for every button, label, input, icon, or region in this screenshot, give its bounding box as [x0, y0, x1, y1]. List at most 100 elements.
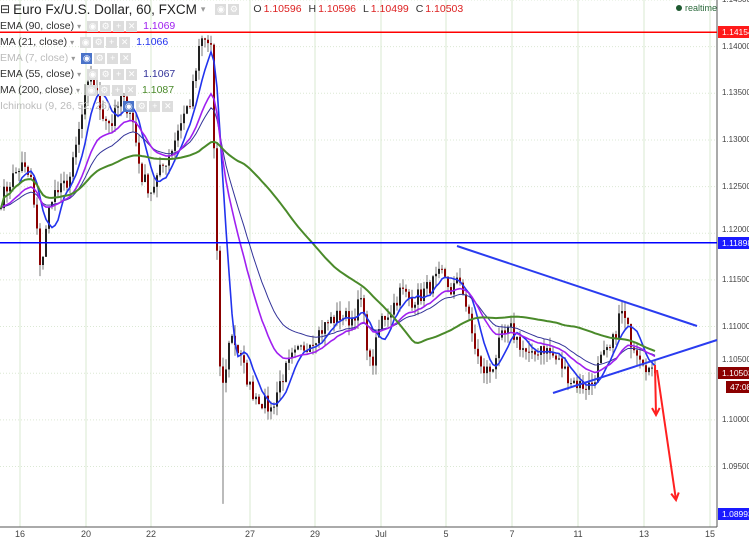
price-label-countdown: 47:08 — [726, 380, 749, 393]
candle-body — [498, 337, 500, 359]
indicator-name[interactable]: Ichimoku (9, 26, 52, 26) — [0, 100, 111, 112]
candle-body — [312, 344, 314, 346]
indicator-name[interactable]: EMA (55, close) — [0, 68, 75, 80]
eye-icon[interactable]: ◉ — [85, 84, 97, 96]
candle-body — [606, 347, 608, 351]
candle-body — [360, 298, 362, 300]
eye-icon[interactable]: ◉ — [87, 68, 99, 80]
plus-icon[interactable]: + — [111, 84, 123, 96]
candle-body — [432, 276, 434, 294]
eye-icon[interactable]: ◉ — [87, 20, 99, 32]
candle-body — [459, 277, 461, 283]
gear-icon[interactable]: ⚙ — [136, 100, 148, 112]
symbol-title[interactable]: Euro Fx/U.S. Dollar, 60, FXCM — [13, 1, 197, 17]
gear-icon[interactable]: ⚙ — [100, 68, 112, 80]
indicator-name[interactable]: MA (200, close) — [0, 84, 73, 96]
candle-body — [30, 174, 32, 177]
gear-icon[interactable]: ⚙ — [93, 36, 105, 48]
plus-icon[interactable]: + — [106, 36, 118, 48]
candle-body — [603, 350, 605, 355]
candle-body — [213, 44, 215, 149]
candle-body — [174, 140, 176, 151]
indicator-row[interactable]: EMA (7, close) ▾ ◉ ⚙ + ✕ — [0, 50, 467, 66]
price-tick: 1.12500 — [722, 181, 749, 191]
candle-body — [591, 382, 593, 384]
candle-body — [411, 298, 413, 308]
price-label-last: 1.10503 — [718, 366, 749, 379]
plus-icon[interactable]: + — [113, 20, 125, 32]
indicator-name[interactable]: EMA (90, close) — [0, 20, 75, 32]
close-icon[interactable]: ✕ — [162, 100, 174, 112]
candle-body — [225, 369, 227, 383]
candle-body — [195, 70, 197, 82]
realtime-indicator: realtime — [676, 3, 717, 13]
candle-body — [96, 88, 98, 91]
plus-icon[interactable]: + — [149, 100, 161, 112]
indicator-name[interactable]: MA (21, close) — [0, 36, 68, 48]
candle-body — [618, 313, 620, 338]
eye-icon[interactable]: ◉ — [123, 100, 135, 112]
candle-body — [354, 318, 356, 321]
indicator-row[interactable]: MA (21, close) ▾ ◉ ⚙ + ✕ 1.1066 — [0, 34, 467, 50]
gear-icon[interactable]: ⚙ — [98, 84, 110, 96]
candle-body — [636, 350, 638, 356]
plus-icon[interactable]: + — [107, 52, 119, 64]
candle-body — [429, 282, 431, 294]
eye-icon[interactable]: ◉ — [81, 52, 93, 64]
collapse-icon[interactable]: ⊟ — [0, 2, 11, 16]
close-icon[interactable]: ✕ — [126, 20, 138, 32]
price-label-red-line: 1.14154 — [718, 26, 749, 39]
candle-body — [639, 355, 641, 360]
indicator-row[interactable]: Ichimoku (9, 26, 52, 26) ▾ ◉ ⚙ + ✕ — [0, 98, 467, 114]
gear-icon[interactable]: ⚙ — [100, 20, 112, 32]
indicator-row[interactable]: EMA (90, close) ▾ ◉ ⚙ + ✕ 1.1069 — [0, 18, 467, 34]
candle-body — [516, 336, 518, 340]
candle-body — [282, 381, 284, 383]
close-icon[interactable]: ✕ — [120, 52, 132, 64]
candle-body — [402, 287, 404, 289]
candle-body — [138, 142, 140, 164]
candle-body — [222, 366, 224, 383]
chevron-down-icon[interactable]: ▾ — [200, 3, 206, 14]
candle-body — [495, 358, 497, 370]
candle-body — [393, 302, 395, 315]
close-icon[interactable]: ✕ — [124, 84, 136, 96]
candle-body — [420, 289, 422, 302]
gear-icon[interactable]: ⚙ — [94, 52, 106, 64]
chevron-down-icon[interactable]: ▾ — [70, 37, 75, 47]
candle-body — [486, 366, 488, 374]
candle-body — [0, 208, 2, 210]
indicator-name[interactable]: EMA (7, close) — [0, 52, 69, 64]
gear-icon[interactable]: ⚙ — [228, 3, 240, 15]
chevron-down-icon[interactable]: ▾ — [77, 69, 82, 79]
price-tick: 1.14000 — [722, 41, 749, 51]
eye-icon[interactable]: ◉ — [215, 3, 227, 15]
indicator-row[interactable]: MA (200, close) ▾ ◉ ⚙ + ✕ 1.1087 — [0, 82, 467, 98]
candle-body — [507, 326, 509, 334]
chevron-down-icon[interactable]: ▾ — [75, 85, 80, 95]
candle-body — [357, 299, 359, 321]
candle-body — [183, 113, 185, 124]
candle-body — [159, 164, 161, 176]
chevron-down-icon[interactable]: ▾ — [71, 53, 76, 63]
eye-icon[interactable]: ◉ — [80, 36, 92, 48]
candle-body — [483, 366, 485, 374]
candle-body — [471, 313, 473, 334]
chevron-down-icon[interactable]: ▾ — [77, 21, 82, 31]
indicator-row[interactable]: EMA (55, close) ▾ ◉ ⚙ + ✕ 1.1067 — [0, 66, 467, 82]
candle-body — [54, 190, 56, 203]
candle-body — [330, 316, 332, 324]
candle-body — [123, 95, 125, 97]
close-icon[interactable]: ✕ — [119, 36, 131, 48]
candle-body — [264, 395, 266, 409]
time-tick: 5 — [443, 529, 449, 539]
candle-body — [48, 206, 50, 229]
time-tick: 13 — [638, 529, 650, 539]
candle-body — [387, 317, 389, 320]
candle-body — [39, 228, 41, 266]
chevron-down-icon[interactable]: ▾ — [113, 101, 118, 111]
close-icon[interactable]: ✕ — [126, 68, 138, 80]
red-arrow-line — [656, 369, 677, 501]
plus-icon[interactable]: + — [113, 68, 125, 80]
